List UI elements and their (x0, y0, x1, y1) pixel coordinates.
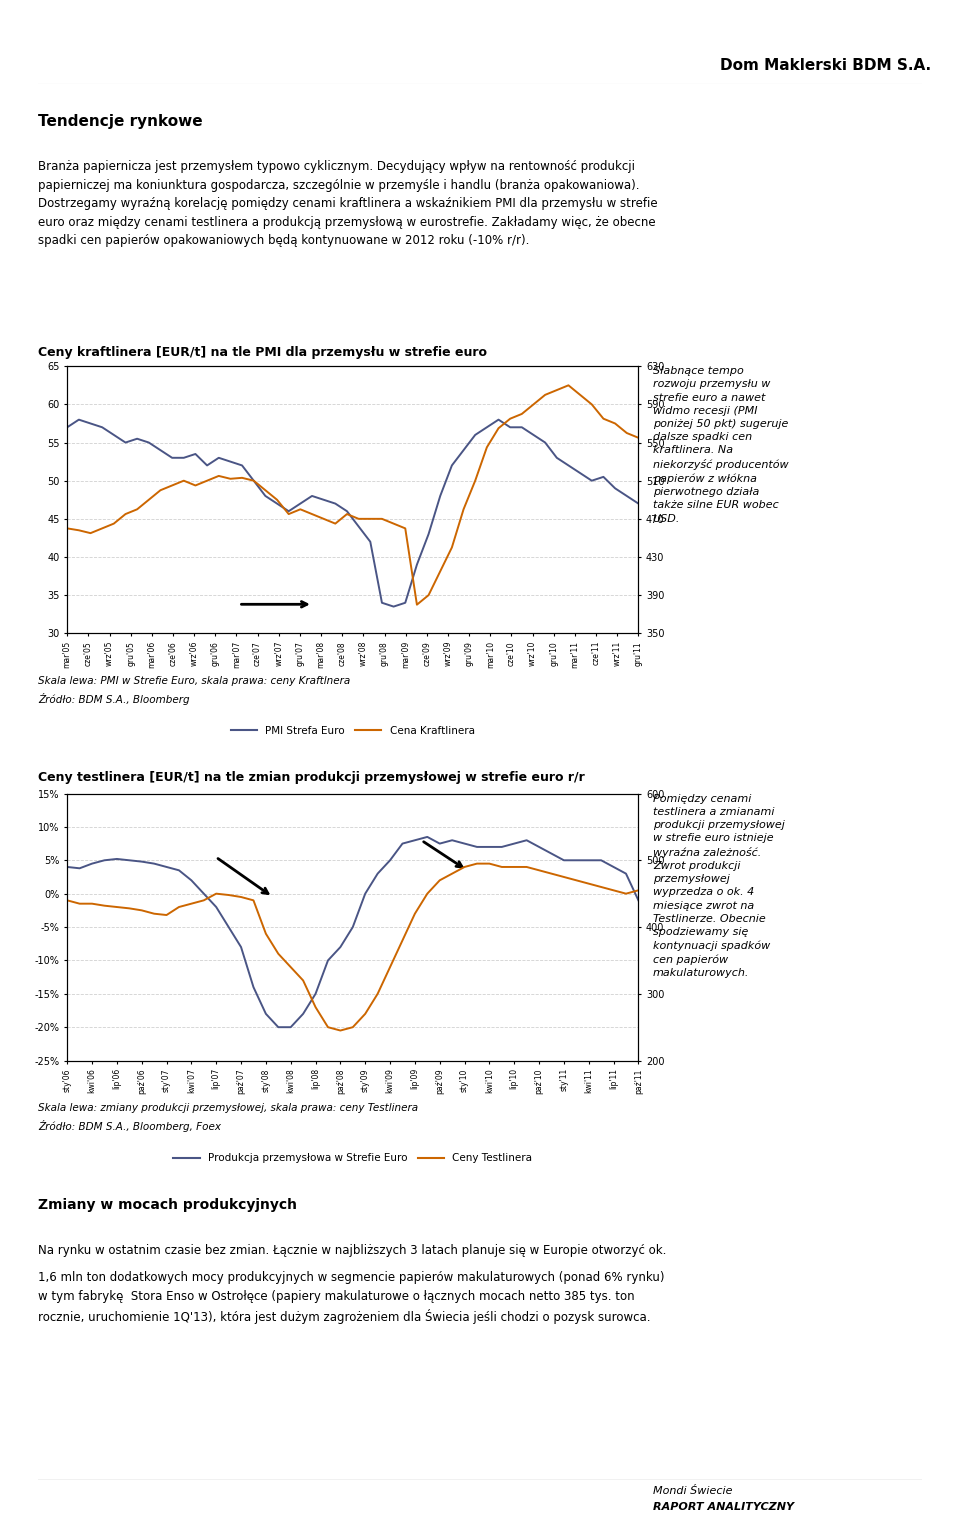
Text: Ceny kraftlinera [EUR/t] na tle PMI dla przemysłu w strefie euro: Ceny kraftlinera [EUR/t] na tle PMI dla … (38, 346, 488, 360)
Text: 1,6 mln ton dodatkowych mocy produkcyjnych w segmencie papierów makulaturowych (: 1,6 mln ton dodatkowych mocy produkcyjny… (38, 1271, 665, 1325)
Legend: Produkcja przemysłowa w Strefie Euro, Ceny Testlinera: Produkcja przemysłowa w Strefie Euro, Ce… (169, 1149, 537, 1167)
Text: Dom Maklerski BDM S.A.: Dom Maklerski BDM S.A. (720, 58, 931, 73)
Text: Zmiany w mocach produkcyjnych: Zmiany w mocach produkcyjnych (38, 1198, 298, 1212)
Text: Ceny testlinera [EUR/t] na tle zmian produkcji przemysłowej w strefie euro r/r: Ceny testlinera [EUR/t] na tle zmian pro… (38, 771, 586, 784)
Text: 13: 13 (874, 1479, 898, 1497)
Text: Na rynku w ostatnim czasie bez zmian. Łącznie w najbliższych 3 latach planuje si: Na rynku w ostatnim czasie bez zmian. Łą… (38, 1244, 667, 1257)
Text: Pomiędzy cenami
testlinera a zmianami
produkcji przemysłowej
w strefie euro istn: Pomiędzy cenami testlinera a zmianami pr… (653, 794, 784, 978)
Legend: PMI Strefa Euro, Cena Kraftlinera: PMI Strefa Euro, Cena Kraftlinera (227, 722, 479, 740)
Text: Skala lewa: zmiany produkcji przemysłowej, skala prawa: ceny Testlinera: Skala lewa: zmiany produkcji przemysłowe… (38, 1103, 419, 1114)
Text: Źródło: BDM S.A., Bloomberg: Źródło: BDM S.A., Bloomberg (38, 693, 190, 705)
Text: RAPORT ANALITYCZNY: RAPORT ANALITYCZNY (653, 1502, 794, 1512)
Text: Źródło: BDM S.A., Bloomberg, Foex: Źródło: BDM S.A., Bloomberg, Foex (38, 1120, 222, 1132)
Text: Mondi Świecie: Mondi Świecie (653, 1486, 732, 1497)
Text: Słabnące tempo
rozwoju przemysłu w
strefie euro a nawet
widmo recesji (PMI
poniż: Słabnące tempo rozwoju przemysłu w stref… (653, 366, 788, 523)
Text: Branża papiernicza jest przemysłem typowo cyklicznym. Decydujący wpływ na rentow: Branża papiernicza jest przemysłem typow… (38, 160, 658, 247)
Text: Tendencje rynkowe: Tendencje rynkowe (38, 114, 203, 130)
Text: Skala lewa: PMI w Strefie Euro, skala prawa: ceny Kraftlnera: Skala lewa: PMI w Strefie Euro, skala pr… (38, 676, 350, 687)
